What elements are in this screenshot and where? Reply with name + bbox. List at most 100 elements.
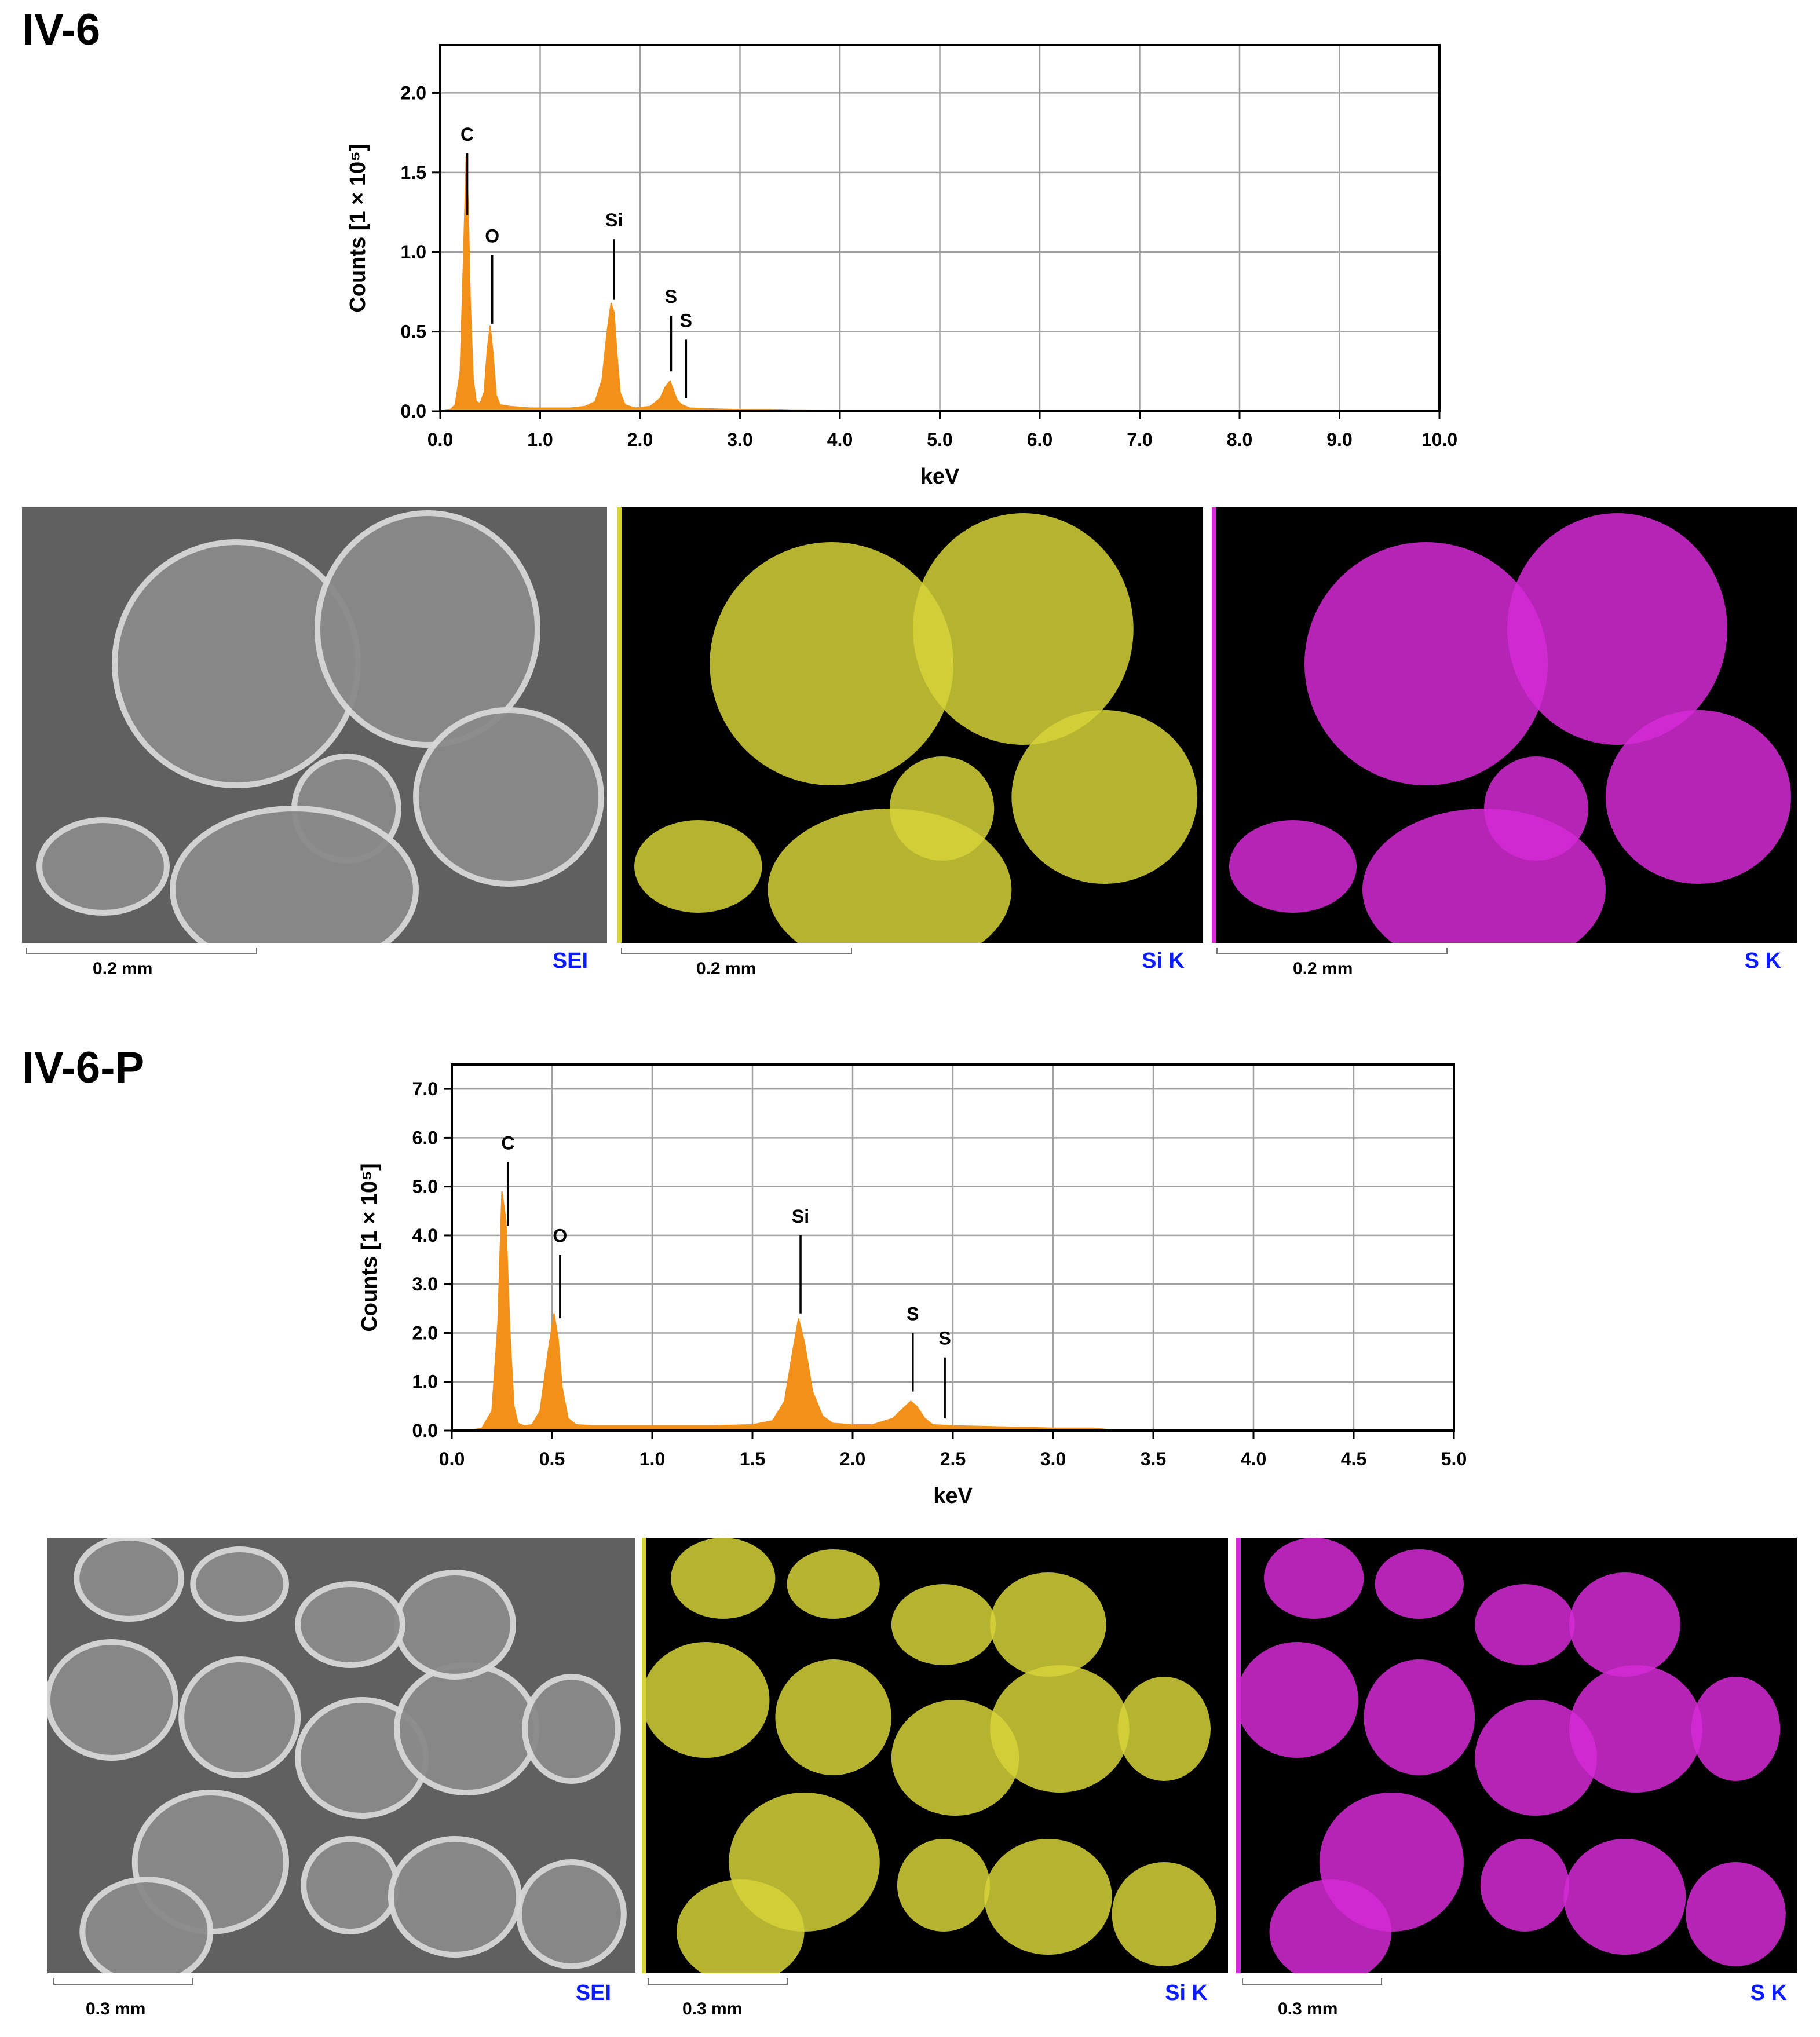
scale-label-sei-iv6: 0.2 mm bbox=[93, 959, 153, 978]
micrograph-svg bbox=[47, 1538, 627, 1973]
particle bbox=[1475, 1700, 1597, 1816]
particle bbox=[990, 1572, 1106, 1677]
particle bbox=[897, 1839, 991, 1932]
x-tick-label: 8.0 bbox=[1227, 429, 1252, 450]
x-tick-label: 4.5 bbox=[1341, 1449, 1366, 1469]
micrograph-svg bbox=[1229, 513, 1791, 943]
particle bbox=[393, 1662, 540, 1795]
s-k-map-iv6p bbox=[1236, 1538, 1797, 1973]
scale-label-sk-iv6: 0.2 mm bbox=[1293, 959, 1353, 978]
particle bbox=[1362, 809, 1606, 943]
si-k-map-iv6p bbox=[642, 1538, 1228, 1973]
particle bbox=[74, 1538, 185, 1622]
particle bbox=[634, 820, 762, 913]
si-k-map-iv6 bbox=[617, 507, 1203, 943]
y-axis-label: Counts [1 × 10⁵] bbox=[357, 1163, 382, 1332]
particle bbox=[315, 510, 540, 748]
map-edge-bar bbox=[1236, 1538, 1241, 1973]
y-tick-label: 2.0 bbox=[401, 82, 426, 103]
x-tick-label: 6.0 bbox=[1027, 429, 1052, 450]
particle bbox=[671, 1538, 776, 1619]
x-tick-label: 1.0 bbox=[527, 429, 553, 450]
peak-label: S bbox=[907, 1303, 919, 1324]
particle bbox=[301, 1836, 400, 1934]
map-label-sk-iv6: S K bbox=[1744, 949, 1781, 973]
particle bbox=[36, 817, 170, 916]
particle bbox=[1269, 1879, 1392, 1973]
x-tick-label: 5.0 bbox=[1441, 1449, 1467, 1469]
particle bbox=[1691, 1677, 1781, 1781]
map-edge-bar bbox=[1212, 507, 1216, 943]
particle bbox=[1117, 1677, 1211, 1781]
x-tick-label: 0.0 bbox=[427, 429, 453, 450]
particle bbox=[1236, 1642, 1358, 1758]
particle bbox=[190, 1546, 290, 1622]
particle bbox=[775, 1659, 891, 1775]
y-tick-label: 1.5 bbox=[401, 162, 426, 183]
y-tick-label: 0.0 bbox=[412, 1420, 438, 1441]
particle bbox=[522, 1674, 621, 1784]
particle bbox=[170, 806, 419, 943]
y-tick-label: 5.0 bbox=[412, 1176, 438, 1197]
x-tick-label: 0.0 bbox=[439, 1449, 465, 1469]
x-tick-label: 2.0 bbox=[627, 429, 653, 450]
particle bbox=[710, 542, 954, 785]
x-tick-label: 0.5 bbox=[539, 1449, 565, 1469]
map-label-sik-iv6p: Si K bbox=[1165, 1981, 1208, 2005]
peak-label: S bbox=[665, 286, 677, 307]
scale-bar bbox=[1216, 948, 1448, 954]
scale-bar bbox=[1242, 1978, 1382, 1985]
y-tick-label: 2.0 bbox=[412, 1322, 438, 1343]
particle bbox=[1011, 710, 1197, 884]
particle bbox=[79, 1877, 214, 1973]
scale-bar bbox=[648, 1978, 788, 1985]
scale-label-sik-iv6: 0.2 mm bbox=[696, 959, 756, 978]
particle bbox=[787, 1549, 880, 1619]
scale-label-sei-iv6p: 0.3 mm bbox=[86, 1999, 146, 2018]
x-tick-label: 10.0 bbox=[1421, 429, 1457, 450]
x-tick-label: 3.0 bbox=[1040, 1449, 1066, 1469]
particle bbox=[990, 1665, 1130, 1793]
particle bbox=[1475, 1584, 1575, 1665]
x-tick-label: 7.0 bbox=[1127, 429, 1152, 450]
sei-image-iv6p bbox=[47, 1538, 635, 1973]
particle bbox=[178, 1656, 301, 1778]
particle bbox=[891, 1700, 1019, 1816]
y-tick-label: 1.0 bbox=[412, 1372, 438, 1392]
particle bbox=[1480, 1839, 1570, 1932]
x-tick-label: 3.5 bbox=[1141, 1449, 1166, 1469]
particle bbox=[913, 513, 1134, 745]
chart-svg: 0.0 1.0 2.0 3.0 4.0 5.0 6.0 7.0 8.0 9.0 10.0 0.0 0.5… bbox=[346, 44, 1457, 489]
y-tick-label: 0.0 bbox=[401, 401, 426, 422]
micrograph-svg bbox=[1236, 1538, 1786, 1973]
particle bbox=[1304, 542, 1548, 785]
y-axis-label: Counts [1 × 10⁵] bbox=[346, 144, 370, 312]
x-tick-label: 4.0 bbox=[1241, 1449, 1266, 1469]
particle bbox=[47, 1639, 179, 1761]
x-tick-label: 1.5 bbox=[740, 1449, 765, 1469]
chart-svg: 0.0 0.5 1.0 1.5 2.0 2.5 3.0 3.5 4.0 4.5 5.0 0.0 1.0 2… bbox=[357, 1063, 1467, 1508]
x-axis-label: keV bbox=[920, 465, 960, 489]
scale-label-sk-iv6p: 0.3 mm bbox=[1278, 1999, 1338, 2018]
map-edge-bar bbox=[642, 1538, 646, 1973]
scale-bar bbox=[621, 948, 852, 954]
particle bbox=[1569, 1572, 1680, 1677]
particle bbox=[984, 1839, 1112, 1955]
particle bbox=[1263, 1538, 1364, 1619]
particle bbox=[295, 1581, 406, 1668]
particle bbox=[516, 1859, 627, 1969]
peak-label: Si bbox=[792, 1206, 809, 1227]
peak-label: O bbox=[485, 226, 499, 247]
peak-label: C bbox=[461, 124, 474, 145]
x-axis-label: keV bbox=[933, 1484, 973, 1508]
x-tick-label: 3.0 bbox=[727, 429, 752, 450]
y-tick-label: 0.5 bbox=[401, 321, 426, 342]
section-title-iv6: IV-6 bbox=[22, 5, 101, 54]
x-tick-label: 5.0 bbox=[927, 429, 952, 450]
x-tick-label: 2.5 bbox=[940, 1449, 966, 1469]
x-tick-label: 2.0 bbox=[840, 1449, 865, 1469]
y-tick-label: 4.0 bbox=[412, 1225, 438, 1246]
eds-spectrum-chart-iv6p: 0.0 0.5 1.0 1.5 2.0 2.5 3.0 3.5 4.0 4.5 5.0 0.0 1.0 2… bbox=[336, 1054, 1494, 1523]
peak-label: Si bbox=[605, 210, 623, 231]
particle bbox=[413, 707, 604, 887]
